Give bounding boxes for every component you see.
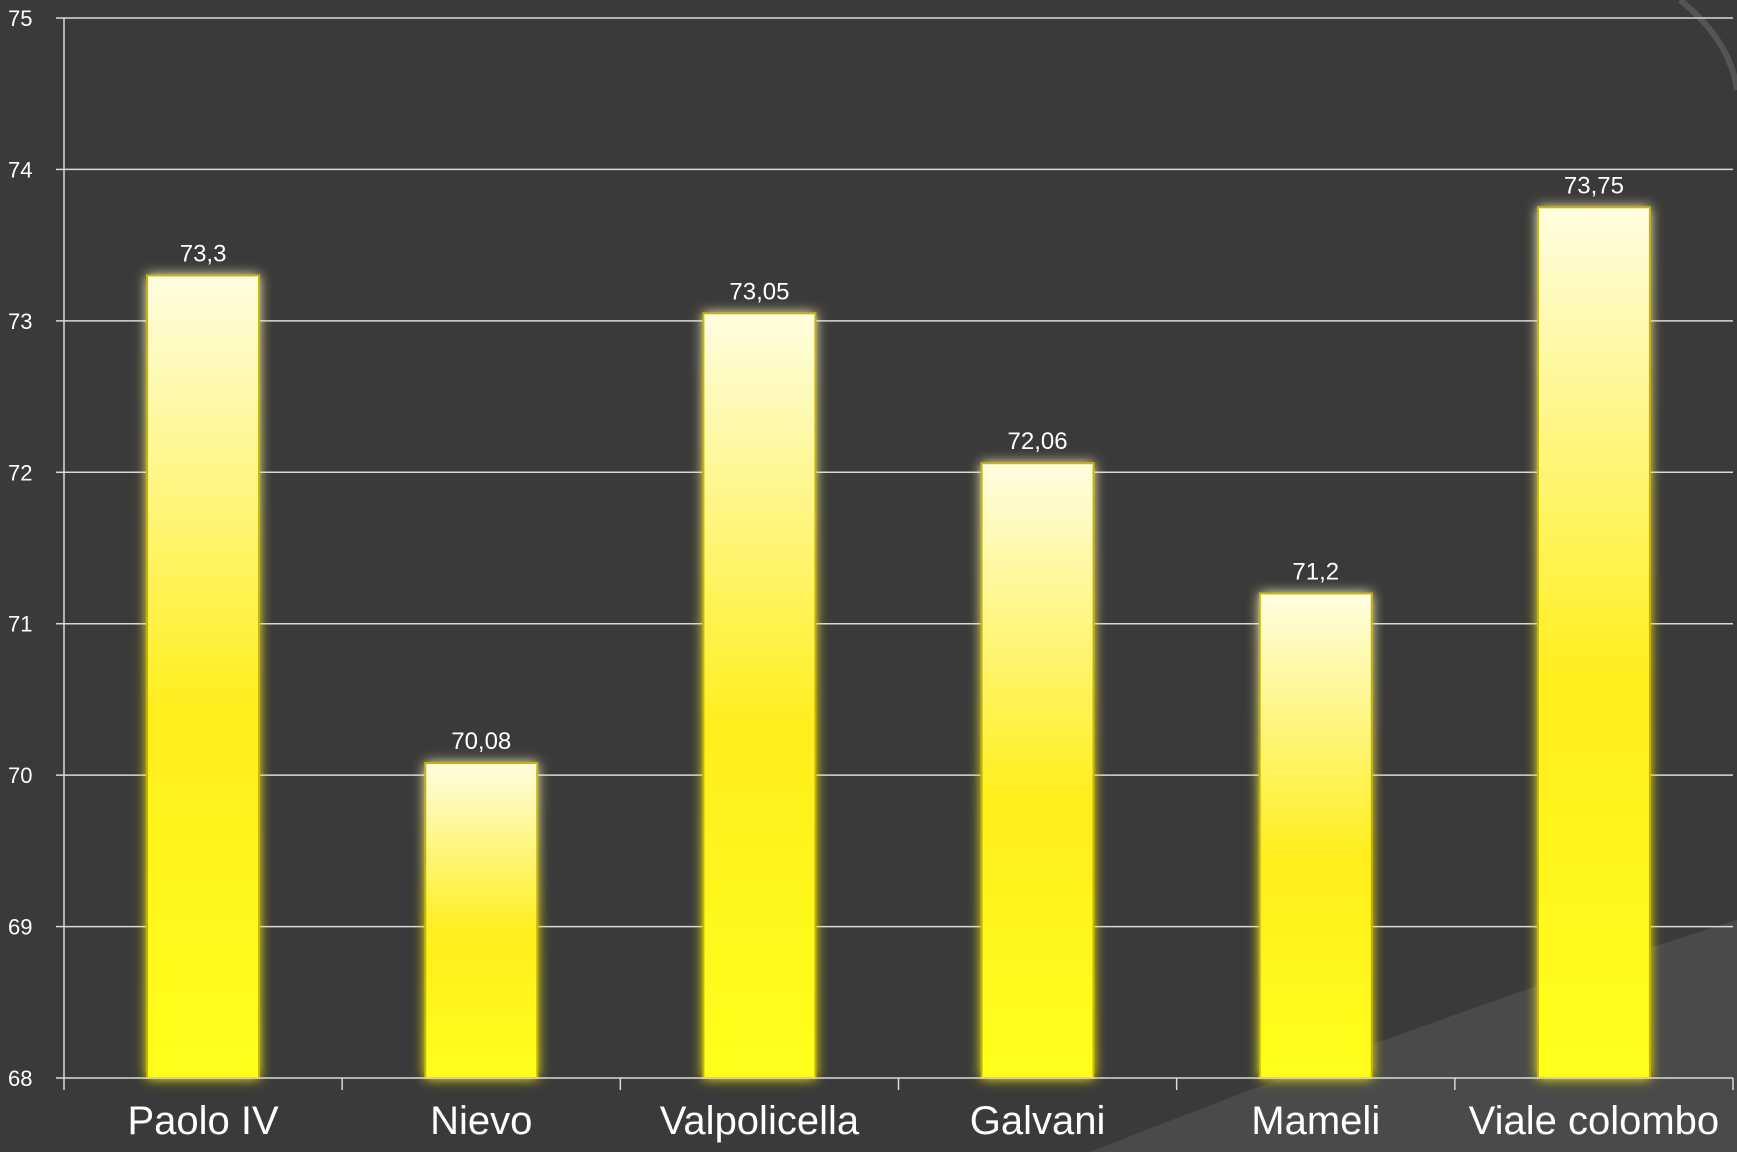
y-tick-label: 68 [8, 1066, 32, 1091]
data-label: 73,3 [180, 240, 227, 267]
x-tick-label: Nievo [430, 1099, 532, 1143]
x-tick-label: Mameli [1251, 1099, 1380, 1143]
bar [980, 462, 1095, 1079]
data-label: 73,75 [1564, 172, 1624, 199]
bar [1258, 592, 1373, 1080]
y-tick-label: 73 [8, 309, 32, 334]
bars: 73,3 70,08 73,05 72,06 71,2 73,75 [146, 172, 1651, 1080]
data-label: 70,08 [451, 728, 511, 755]
x-tick-label: Viale colombo [1469, 1099, 1720, 1143]
data-label: 71,2 [1292, 558, 1339, 585]
y-tick-label: 74 [8, 157, 32, 182]
gridlines [64, 17, 1733, 928]
y-tick-label: 75 [8, 6, 32, 31]
data-label: 72,06 [1008, 428, 1068, 455]
bar [146, 274, 261, 1079]
x-tick-label: Galvani [970, 1099, 1106, 1143]
bar [1536, 206, 1651, 1080]
y-tick-label: 69 [8, 915, 32, 940]
y-axis: 68 69 70 71 72 73 74 75 [8, 6, 65, 1091]
x-axis: Paolo IV Nievo Valpolicella Galvani Mameli Vi… [64, 1077, 1734, 1143]
y-tick-label: 72 [8, 460, 32, 485]
y-tick-label: 70 [8, 763, 32, 788]
y-tick-label: 71 [8, 612, 32, 637]
x-tick-label: Valpolicella [660, 1099, 860, 1143]
data-label: 73,05 [729, 278, 789, 305]
bar [702, 312, 817, 1079]
bar [424, 762, 539, 1079]
x-tick-label: Paolo IV [127, 1099, 279, 1143]
